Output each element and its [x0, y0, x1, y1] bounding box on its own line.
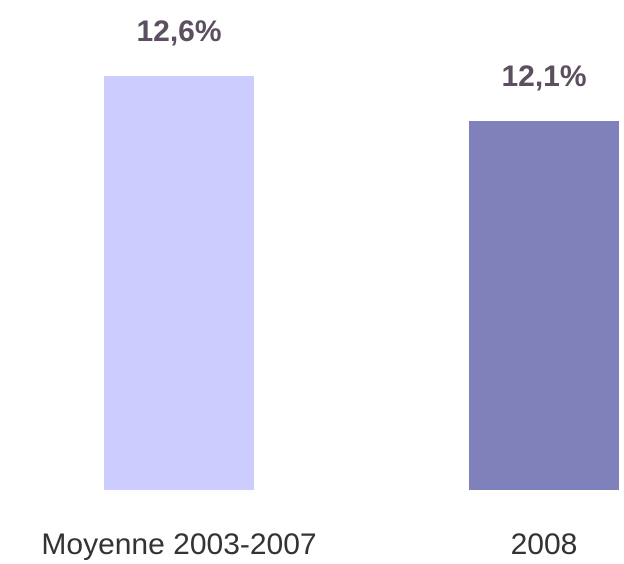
x-tick-label: 2008	[511, 528, 578, 561]
bar	[469, 121, 619, 490]
bar	[104, 76, 254, 490]
x-tick-label: Moyenne 2003-2007	[41, 528, 316, 561]
value-label: 12,6%	[136, 15, 221, 48]
value-label: 12,1%	[501, 60, 586, 93]
